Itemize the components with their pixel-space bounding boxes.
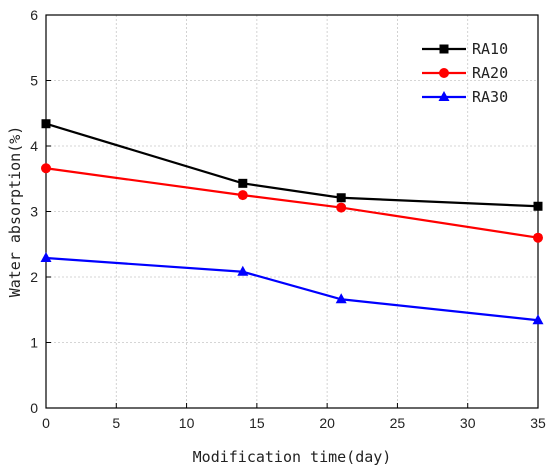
series-ra10: [41, 119, 543, 211]
data-point-ra30: [335, 293, 347, 304]
x-tick-label: 15: [249, 415, 265, 431]
y-tick-label: 0: [30, 400, 38, 416]
legend-marker-ra10: [439, 44, 449, 54]
legend-label-ra10: RA10: [472, 40, 508, 58]
legend-marker-ra20: [439, 68, 449, 78]
y-tick-label: 5: [30, 73, 38, 89]
series-group: [40, 119, 544, 325]
y-tick-label: 6: [30, 7, 38, 23]
data-point-ra10: [533, 201, 543, 211]
x-tick-label: 10: [179, 415, 195, 431]
y-tick-label: 1: [30, 335, 38, 351]
data-point-ra10: [41, 119, 51, 129]
x-tick-label: 5: [112, 415, 120, 431]
y-tick-label: 3: [30, 204, 38, 220]
y-axis-title: Water absorption(%): [6, 126, 24, 298]
series-ra20: [41, 163, 543, 243]
axis-ticks: 0 5 10 15 20 25 30 35 0 1 2 3 4 5 6: [30, 7, 546, 431]
series-line-ra10: [45, 122, 539, 208]
series-line-ra20: [45, 167, 539, 239]
data-point-ra30: [532, 314, 544, 325]
data-point-ra20: [41, 163, 51, 174]
x-tick-label: 30: [460, 415, 476, 431]
data-point-ra20: [336, 202, 347, 213]
data-point-ra10: [238, 178, 248, 188]
legend-label-ra20: RA20: [472, 64, 508, 82]
data-point-ra30: [237, 265, 249, 276]
x-tick-label: 25: [390, 415, 406, 431]
data-point-ra10: [336, 193, 346, 203]
x-axis-title: Modification time(day): [193, 448, 392, 466]
x-tick-label: 20: [319, 415, 335, 431]
y-tick-label: 2: [30, 269, 38, 285]
series-line-ra30: [45, 256, 539, 322]
data-point-ra20: [237, 190, 248, 201]
x-tick-label: 0: [42, 415, 50, 431]
data-point-ra30: [40, 252, 52, 263]
data-point-ra20: [533, 232, 543, 243]
x-tick-label: 35: [530, 415, 546, 431]
legend: RA10 RA20 RA30: [422, 40, 508, 106]
series-ra30: [40, 252, 544, 325]
grid-lines: [46, 15, 538, 408]
y-tick-label: 4: [30, 138, 38, 154]
legend-marker-ra30: [438, 91, 450, 101]
legend-label-ra30: RA30: [472, 88, 508, 106]
